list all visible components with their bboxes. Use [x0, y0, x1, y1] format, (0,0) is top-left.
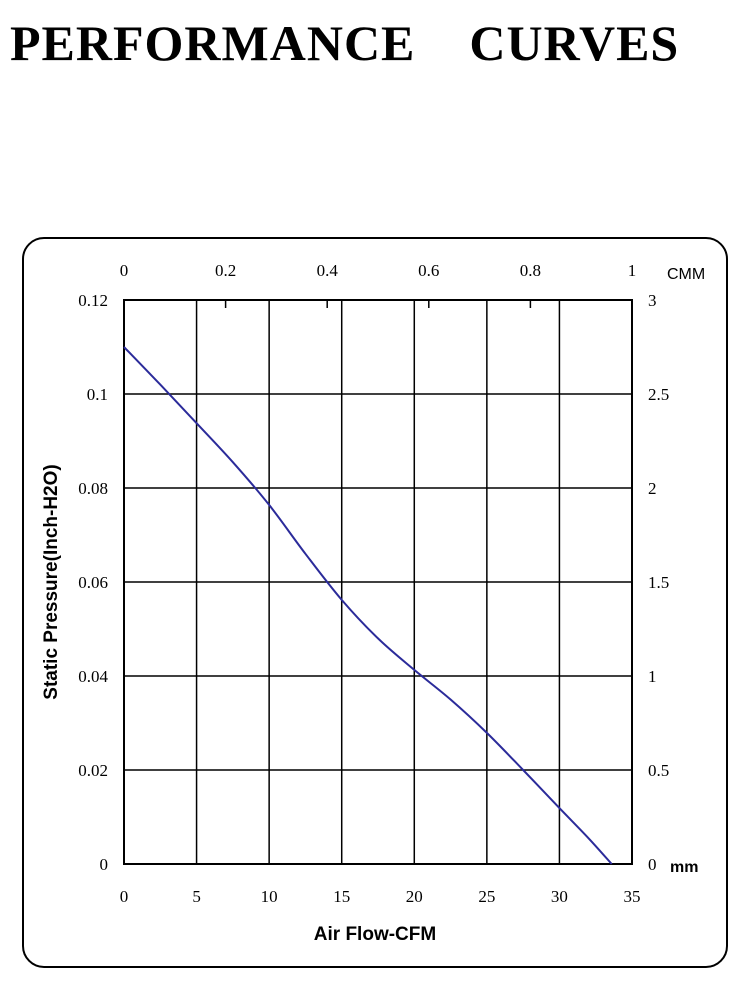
x2-tick-label: 0.6 [418, 261, 439, 280]
x-tick-label: 25 [478, 887, 495, 906]
page-title: PERFORMANCE CURVES [10, 15, 680, 71]
x-tick-label: 5 [192, 887, 201, 906]
y-tick-label: 0.02 [78, 761, 108, 780]
x-tick-label: 20 [406, 887, 423, 906]
chart-frame [22, 237, 728, 968]
x2-tick-label: 0.2 [215, 261, 236, 280]
x2-tick-label: 0.4 [317, 261, 339, 280]
y-axis-label: Static Pressure(Inch-H2O) [41, 464, 62, 699]
y2-tick-label: 2 [648, 479, 657, 498]
x-tick-label: 0 [120, 887, 129, 906]
y2-tick-label: 1 [648, 667, 657, 686]
y-tick-label: 0.12 [78, 291, 108, 310]
y2-axis-label: mm [670, 859, 698, 876]
y-tick-label: 0.08 [78, 479, 108, 498]
y-tick-label: 0.1 [87, 385, 108, 404]
y2-tick-label: 0.5 [648, 761, 669, 780]
y-tick-label: 0.04 [78, 667, 108, 686]
x2-tick-label: 0.8 [520, 261, 541, 280]
x2-tick-label: 1 [628, 261, 637, 280]
y2-tick-label: 1.5 [648, 573, 669, 592]
series-line-static-pressure [123, 346, 613, 865]
x-tick-label: 15 [333, 887, 350, 906]
x-tick-label: 35 [624, 887, 641, 906]
x-axis-label: Air Flow-CFM [314, 924, 436, 945]
y2-tick-label: 3 [648, 291, 657, 310]
x2-axis-label: CMM [667, 266, 705, 283]
y-tick-label: 0 [100, 855, 109, 874]
y-tick-label: 0.06 [78, 573, 108, 592]
x2-tick-label: 0 [120, 261, 129, 280]
x-tick-label: 10 [261, 887, 278, 906]
y2-tick-label: 0 [648, 855, 657, 874]
x-tick-label: 30 [551, 887, 568, 906]
plot-border [123, 299, 633, 865]
y2-tick-label: 2.5 [648, 385, 669, 404]
